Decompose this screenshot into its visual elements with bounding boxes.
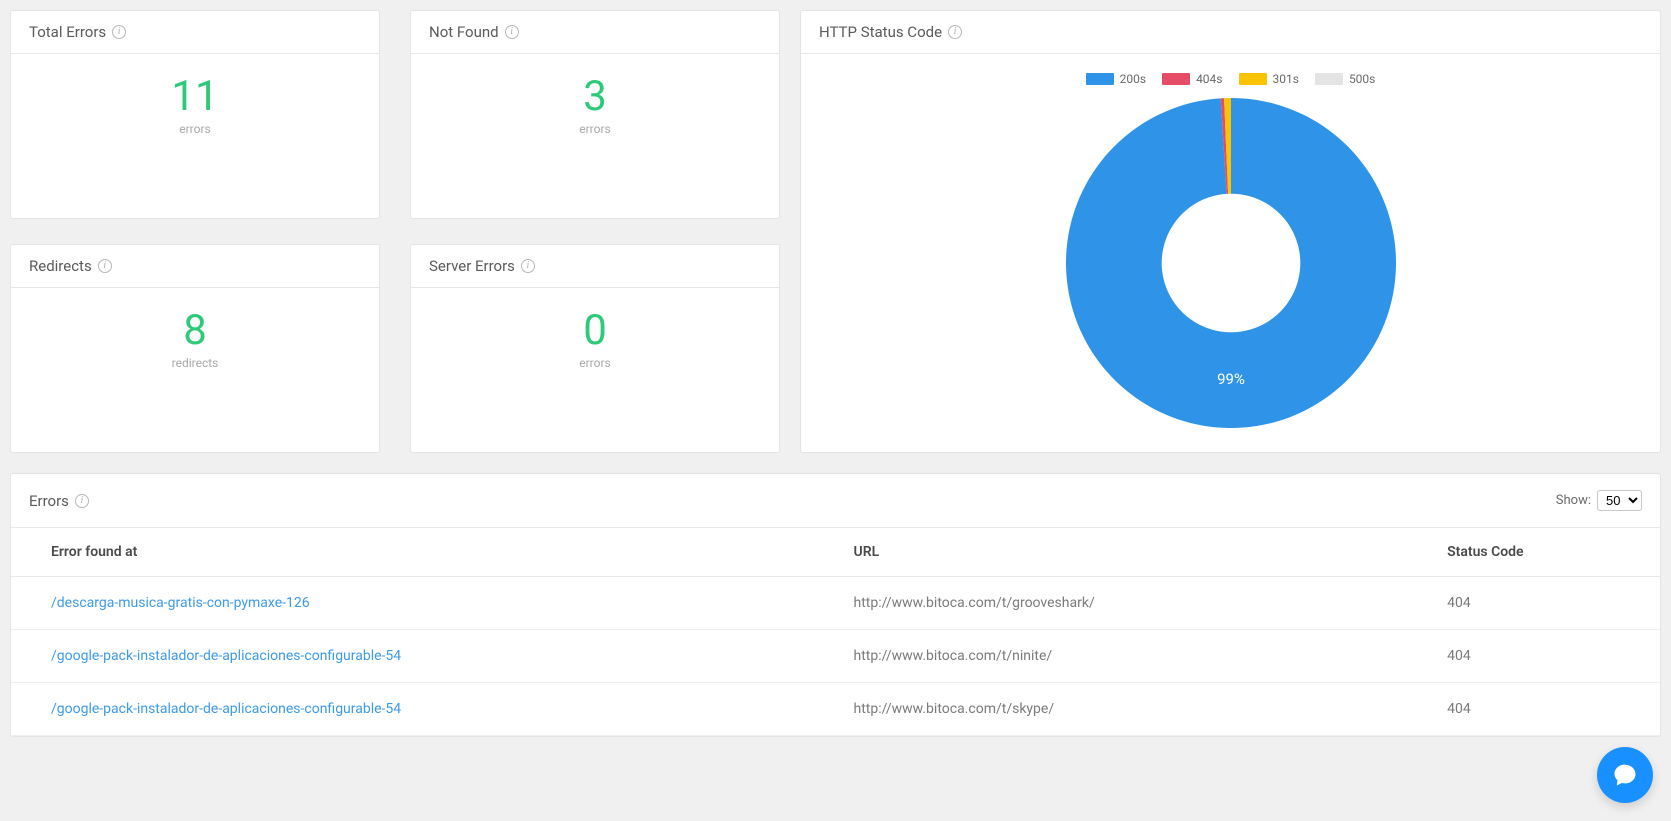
stat-card-total-errors: Total Errors i 11 errors (10, 10, 380, 219)
chat-fab[interactable] (1597, 747, 1653, 803)
chart-legend: 200s 404s 301s 500s (821, 72, 1640, 86)
legend-item-200s[interactable]: 200s (1086, 72, 1146, 86)
stat-label: errors (11, 122, 379, 136)
legend-swatch (1162, 73, 1190, 85)
info-icon[interactable]: i (75, 494, 89, 508)
error-status: 404 (1429, 577, 1660, 630)
legend-swatch (1086, 73, 1114, 85)
card-title: Redirects (29, 257, 92, 275)
stat-value: 8 (11, 308, 379, 354)
table-row: /google-pack-instalador-de-aplicaciones-… (11, 630, 1660, 683)
legend-swatch (1315, 73, 1343, 85)
legend-label: 200s (1120, 72, 1146, 86)
legend-item-404s[interactable]: 404s (1162, 72, 1222, 86)
error-found-link[interactable]: /google-pack-instalador-de-aplicaciones-… (51, 648, 401, 664)
donut-center-label: 99% (1217, 370, 1245, 388)
stat-label: errors (411, 122, 779, 136)
donut-chart: 99% (1066, 98, 1396, 428)
info-icon[interactable]: i (98, 259, 112, 273)
info-icon[interactable]: i (505, 25, 519, 39)
error-found-link[interactable]: /google-pack-instalador-de-aplicaciones-… (51, 701, 401, 717)
legend-swatch (1239, 73, 1267, 85)
legend-label: 500s (1349, 72, 1375, 86)
chart-card-http-status: HTTP Status Code i 200s 404s 301s 500s 99% (800, 10, 1661, 453)
error-found-link[interactable]: /descarga-musica-gratis-con-pymaxe-126 (51, 595, 310, 611)
error-status: 404 (1429, 630, 1660, 683)
info-icon[interactable]: i (521, 259, 535, 273)
stat-value: 11 (11, 74, 379, 120)
legend-label: 301s (1273, 72, 1299, 86)
stat-value: 3 (411, 74, 779, 120)
card-title: HTTP Status Code (819, 23, 942, 41)
info-icon[interactable]: i (948, 25, 962, 39)
show-select[interactable]: 50 (1597, 490, 1642, 511)
legend-label: 404s (1196, 72, 1222, 86)
table-header-status: Status Code (1429, 528, 1660, 577)
error-url: http://www.bitoca.com/t/ninite/ (836, 630, 1430, 683)
card-title: Server Errors (429, 257, 515, 275)
table-header-url: URL (836, 528, 1430, 577)
stat-card-redirects: Redirects i 8 redirects (10, 244, 380, 453)
card-title: Errors (29, 492, 69, 510)
error-url: http://www.bitoca.com/t/grooveshark/ (836, 577, 1430, 630)
errors-card: Errors i Show: 50 Error found at URL Sta… (10, 473, 1661, 737)
info-icon[interactable]: i (112, 25, 126, 39)
stat-card-server-errors: Server Errors i 0 errors (410, 244, 780, 453)
table-row: /descarga-musica-gratis-con-pymaxe-126 ht… (11, 577, 1660, 630)
table-row: /google-pack-instalador-de-aplicaciones-… (11, 683, 1660, 736)
errors-table: Error found at URL Status Code /descarga… (11, 527, 1660, 736)
card-title: Not Found (429, 23, 499, 41)
legend-item-301s[interactable]: 301s (1239, 72, 1299, 86)
error-status: 404 (1429, 683, 1660, 736)
chat-icon (1611, 761, 1639, 789)
card-title: Total Errors (29, 23, 106, 41)
error-url: http://www.bitoca.com/t/skype/ (836, 683, 1430, 736)
show-label: Show: (1556, 493, 1591, 508)
stat-value: 0 (411, 308, 779, 354)
table-header-found: Error found at (11, 528, 836, 577)
stat-label: redirects (11, 356, 379, 370)
legend-item-500s[interactable]: 500s (1315, 72, 1375, 86)
stat-label: errors (411, 356, 779, 370)
stat-card-not-found: Not Found i 3 errors (410, 10, 780, 219)
